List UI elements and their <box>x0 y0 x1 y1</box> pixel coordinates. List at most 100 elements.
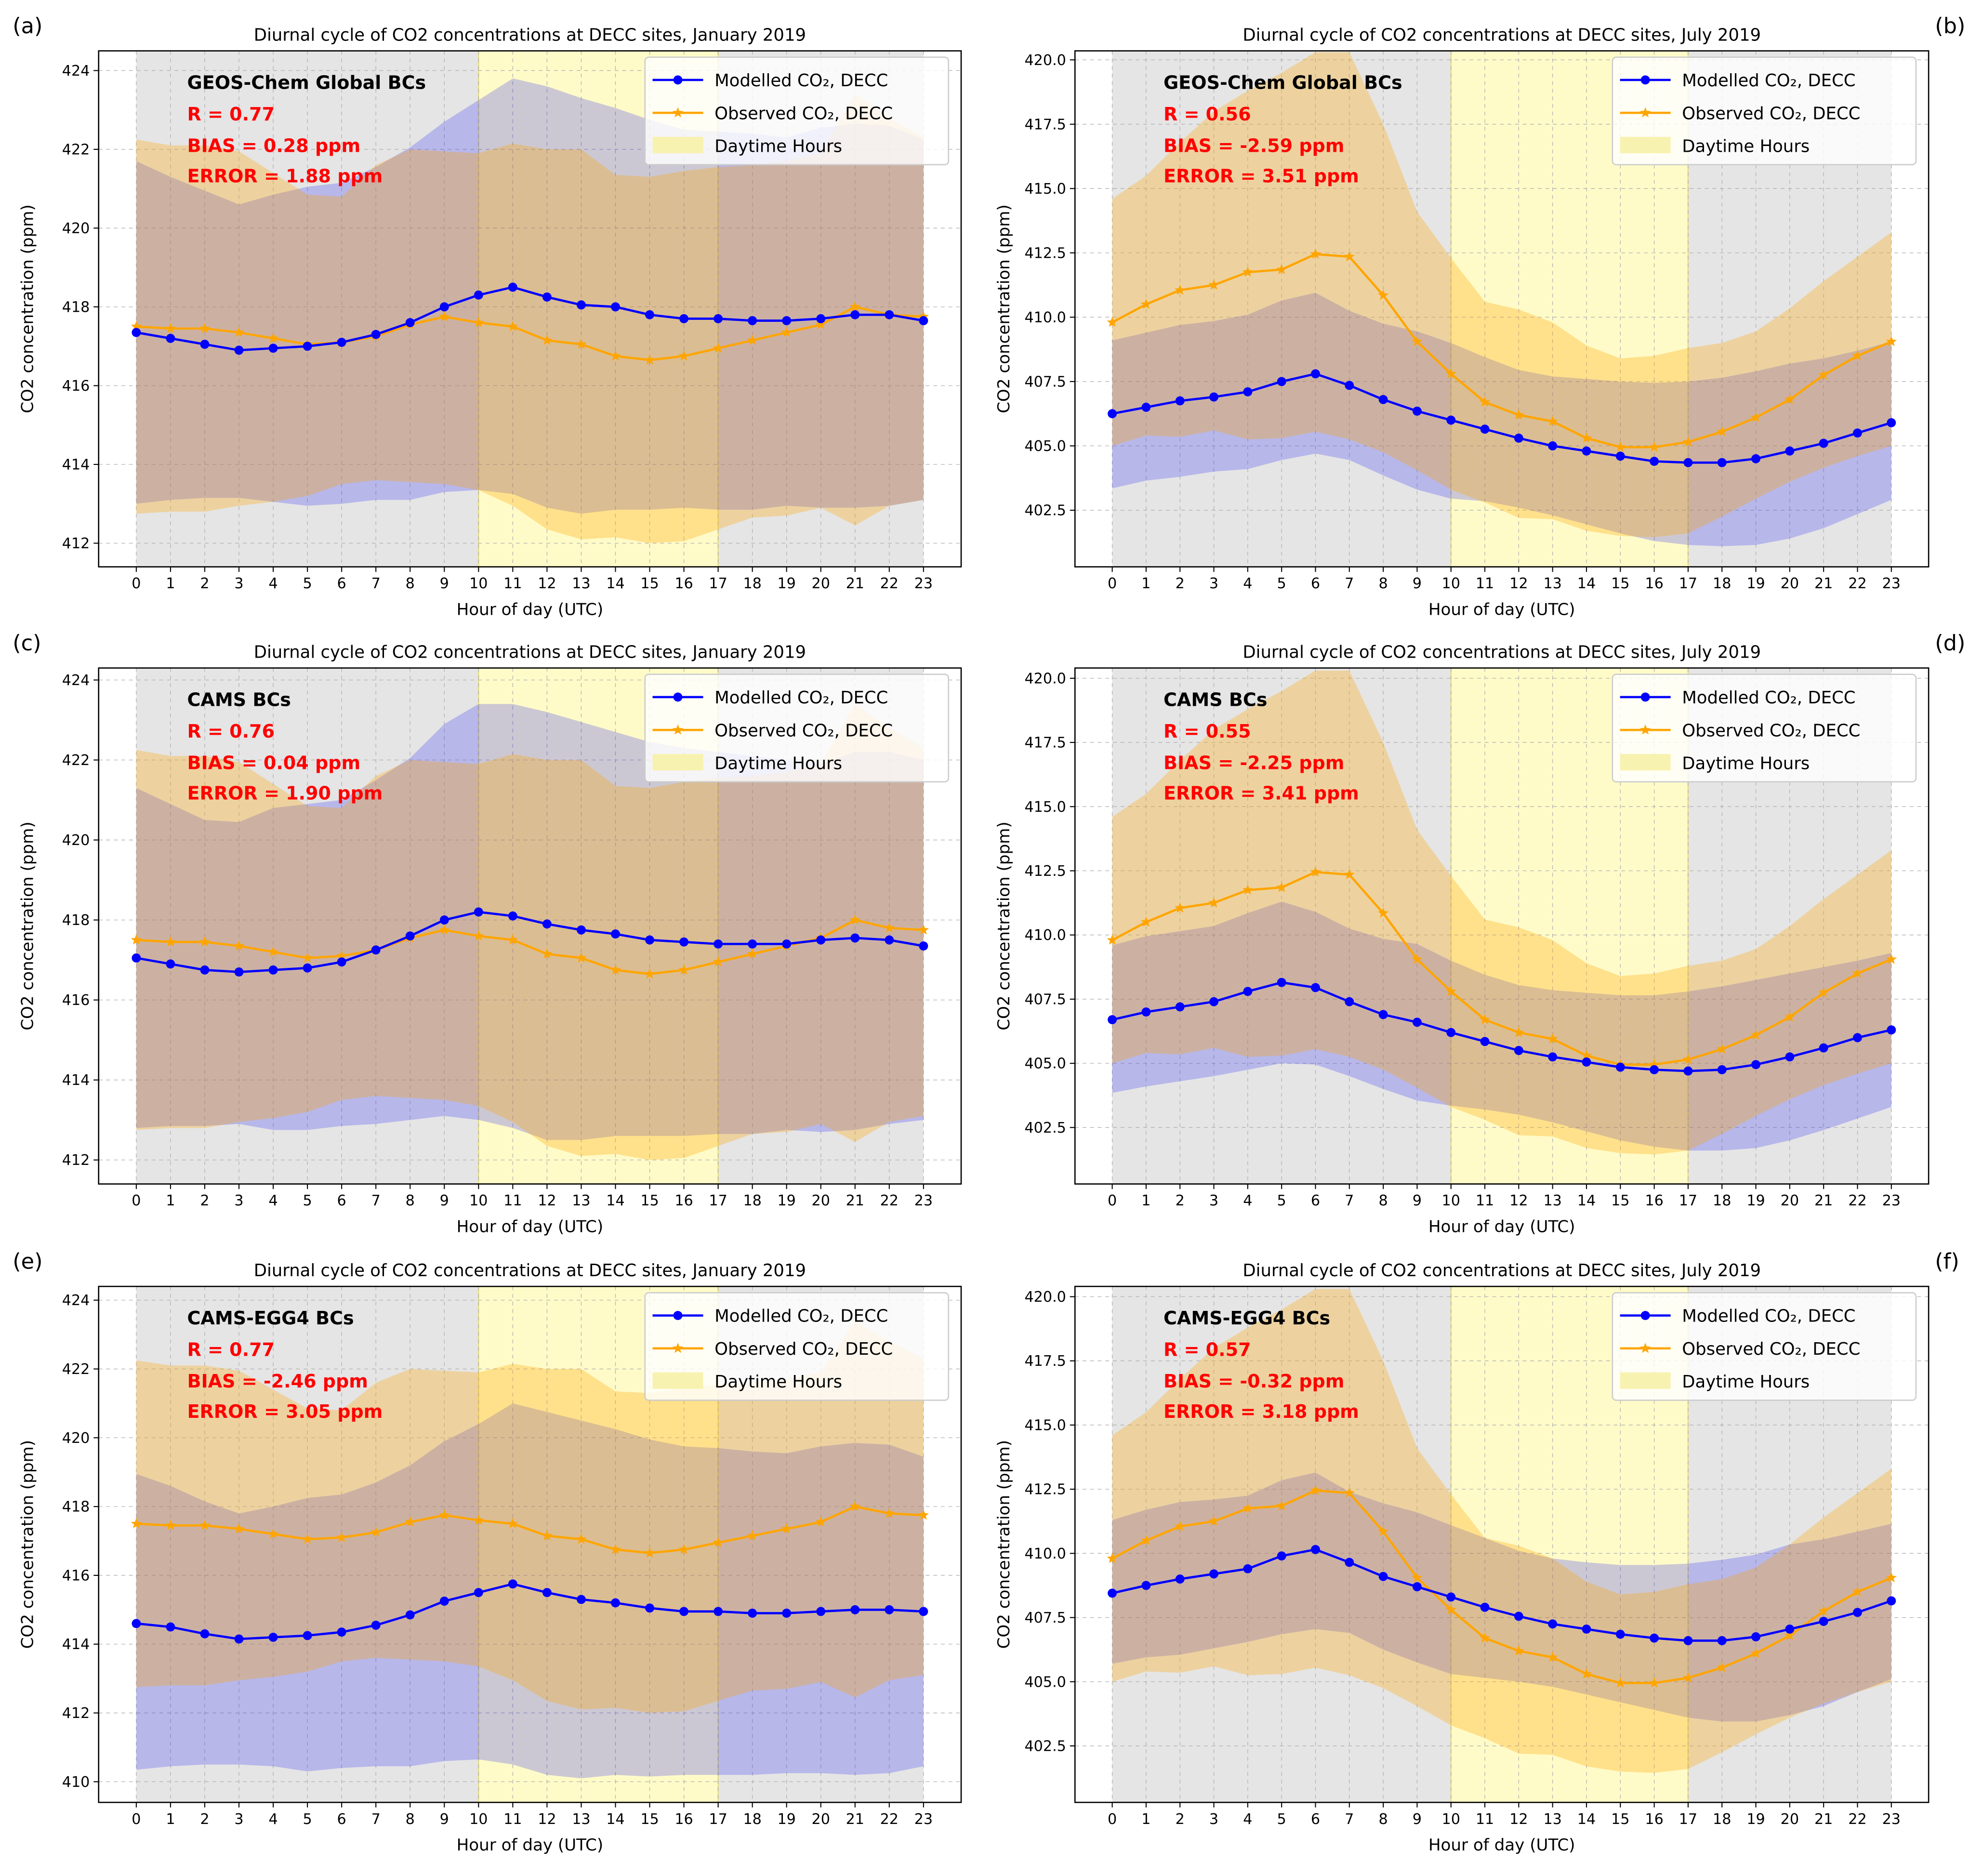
y-tick-label: 416 <box>62 1567 90 1584</box>
x-tick-label: 20 <box>812 1811 830 1828</box>
observed-point <box>233 940 245 951</box>
obs-range-band <box>136 94 924 543</box>
y-axis-label: CO2 concentration (ppm) <box>994 1440 1014 1649</box>
y-tick-label: 417.5 <box>1024 735 1066 752</box>
legend-day-swatch <box>1620 1372 1671 1389</box>
observed-point <box>1513 409 1524 420</box>
x-tick-label: 1 <box>1141 575 1150 592</box>
y-tick-label: 418 <box>62 912 90 929</box>
legend-obs-label: Observed CO₂, DECC <box>714 721 893 740</box>
legend-obs-label: Observed CO₂, DECC <box>714 104 893 123</box>
modelled-point <box>919 316 928 326</box>
observed-point <box>1886 336 1897 346</box>
modelled-point <box>303 963 312 973</box>
modelled-point <box>611 302 620 312</box>
observed-point <box>1377 1526 1389 1536</box>
error-value: ERROR = 1.90 ppm <box>187 783 383 804</box>
bc-name: GEOS-Chem Global BCs <box>187 72 426 93</box>
legend-day-label: Daytime Hours <box>1682 754 1810 774</box>
modelled-point <box>337 1627 346 1637</box>
y-tick-label: 417.5 <box>1024 1353 1066 1370</box>
modelled-point <box>371 330 381 339</box>
x-tick-label: 21 <box>846 1192 864 1209</box>
observed-point <box>507 934 518 945</box>
x-tick-label: 18 <box>1713 1192 1731 1209</box>
x-tick-label: 2 <box>200 1811 209 1828</box>
observed-point <box>1377 907 1389 918</box>
modelled-point <box>679 314 689 323</box>
y-tick-label: 405.0 <box>1024 1674 1066 1691</box>
modelled-point <box>782 316 792 326</box>
obs-range-band <box>1112 52 1891 538</box>
x-tick-label: 13 <box>572 1811 590 1828</box>
observed-point <box>884 1507 895 1518</box>
modelled-point <box>542 919 552 929</box>
x-tick-label: 3 <box>234 1192 243 1209</box>
observed-point <box>1174 284 1186 295</box>
x-tick-label: 11 <box>503 1811 522 1828</box>
x-tick-label: 22 <box>1848 575 1866 592</box>
x-tick-label: 11 <box>1476 575 1494 592</box>
modelled-point <box>1853 428 1862 438</box>
y-tick-label: 410 <box>62 1774 90 1791</box>
observed-point <box>1818 987 1829 998</box>
bc-name: CAMS BCs <box>1163 689 1267 710</box>
legend-obs-label: Observed CO₂, DECC <box>1682 721 1860 740</box>
x-tick-label: 23 <box>1882 1192 1901 1209</box>
legend-model-marker <box>673 1311 683 1321</box>
observed-point <box>1208 897 1219 908</box>
y-tick-label: 410.0 <box>1024 927 1066 944</box>
modelled-point <box>816 935 826 945</box>
observed-point <box>1412 953 1423 964</box>
x-tick-label: 15 <box>1611 575 1629 592</box>
bias-value: BIAS = 0.28 ppm <box>187 135 361 157</box>
observed-point <box>1445 1604 1456 1615</box>
modelled-point <box>337 338 346 347</box>
observed-point <box>1479 1632 1491 1643</box>
modelled-point <box>1209 997 1218 1006</box>
x-tick-label: 16 <box>674 1192 693 1209</box>
y-tick-label: 410.0 <box>1024 309 1066 326</box>
x-tick-label: 15 <box>640 1811 659 1828</box>
x-tick-label: 4 <box>268 575 278 592</box>
panel-label: (d) <box>1935 631 1965 656</box>
x-tick-label: 17 <box>1679 1811 1697 1828</box>
x-tick-label: 21 <box>846 575 864 592</box>
modelled-point <box>1141 402 1151 412</box>
x-tick-label: 12 <box>538 1811 556 1828</box>
modelled-line <box>136 1583 924 1640</box>
x-tick-label: 5 <box>1277 1811 1286 1828</box>
y-tick-label: 414 <box>62 1636 90 1653</box>
y-tick-label: 416 <box>62 378 90 395</box>
modelled-point <box>166 333 175 343</box>
modelled-point <box>1548 1052 1558 1062</box>
x-tick-label: 10 <box>469 1192 488 1209</box>
observed-point <box>507 1518 518 1529</box>
observed-point <box>1716 1662 1728 1672</box>
modelled-point <box>919 1607 928 1616</box>
x-tick-label: 22 <box>1848 1192 1866 1209</box>
modelled-point <box>200 965 210 975</box>
x-tick-label: 7 <box>1345 1811 1354 1828</box>
observed-point <box>1174 902 1186 913</box>
legend-model-label: Modelled CO₂, DECC <box>714 1307 888 1326</box>
observed-point <box>918 924 929 935</box>
error-value: ERROR = 3.05 ppm <box>187 1401 383 1422</box>
modelled-point <box>611 929 620 939</box>
x-tick-label: 4 <box>1243 1192 1252 1209</box>
legend-day-swatch <box>1620 754 1671 771</box>
observed-point <box>1682 1672 1694 1683</box>
observed-point <box>815 1516 826 1527</box>
modelled-point <box>508 282 517 292</box>
modelled-point <box>645 935 654 945</box>
observed-point <box>678 350 689 361</box>
x-axis-label: Hour of day (UTC) <box>1428 1836 1575 1855</box>
observed-point <box>1310 866 1321 877</box>
observed-point <box>1716 426 1728 436</box>
x-tick-label: 17 <box>709 1192 727 1209</box>
y-tick-label: 412 <box>62 1705 90 1722</box>
observed-point <box>1513 1027 1524 1037</box>
x-tick-label: 13 <box>572 575 590 592</box>
modelled-point <box>439 302 449 312</box>
